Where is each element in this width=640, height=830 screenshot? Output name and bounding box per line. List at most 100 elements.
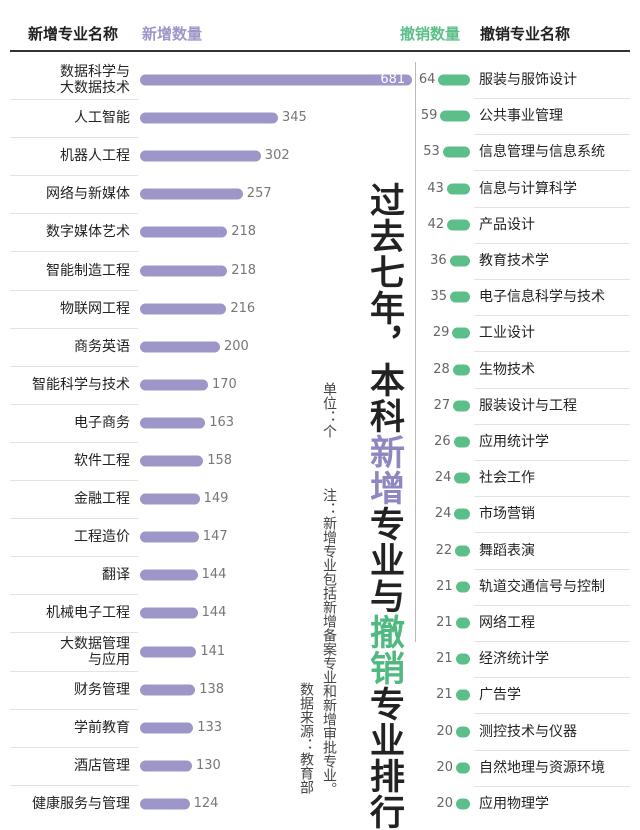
title: 过去七年，本科新增专业与撤销专业排行 bbox=[362, 182, 406, 830]
category-label: 广告学 bbox=[479, 687, 521, 704]
row-separator bbox=[474, 423, 630, 425]
value-label: 20 bbox=[436, 723, 453, 739]
row-separator bbox=[474, 279, 630, 280]
bar bbox=[452, 327, 470, 339]
category-label: 经济统计学 bbox=[479, 651, 549, 668]
row-separator bbox=[474, 315, 630, 317]
category-label: 信息与计算科学 bbox=[479, 180, 577, 197]
note: 注：新增专业包括新增备案专业和新增审批专业。 bbox=[321, 488, 337, 796]
category-label: 应用统计学 bbox=[479, 434, 549, 450]
title-part: 专业与 bbox=[364, 506, 404, 614]
value-label: 200 bbox=[224, 338, 249, 354]
value-label: 149 bbox=[203, 491, 229, 507]
value-label: 21 bbox=[436, 687, 453, 703]
bar bbox=[140, 607, 198, 619]
right-legend: 撤销数量 bbox=[400, 25, 461, 43]
category-label: 生物技术 bbox=[479, 361, 535, 378]
row-separator bbox=[10, 175, 138, 177]
bar bbox=[453, 436, 470, 448]
bar bbox=[455, 617, 470, 629]
row-separator bbox=[10, 594, 138, 596]
category-label: 数字媒体艺术 bbox=[46, 224, 130, 241]
bar bbox=[140, 150, 261, 162]
source: 数据来源：教育部 bbox=[298, 682, 314, 794]
row-separator bbox=[10, 289, 138, 291]
category-label: 服装设计与工程 bbox=[479, 397, 577, 414]
value-label: 53 bbox=[423, 144, 440, 160]
value-label: 24 bbox=[434, 470, 452, 486]
category-label: 学前教育 bbox=[74, 719, 130, 736]
category-label: 数据科学与 大数据技术 bbox=[60, 64, 130, 96]
category-label: 社会工作 bbox=[479, 470, 535, 487]
bar bbox=[438, 74, 470, 86]
row-separator bbox=[474, 460, 630, 461]
title-part: 撤销 bbox=[364, 614, 404, 686]
bar bbox=[452, 364, 470, 376]
row-separator bbox=[474, 206, 630, 208]
bar bbox=[140, 265, 228, 276]
row-separator bbox=[10, 441, 138, 443]
value-label: 43 bbox=[427, 180, 444, 196]
unit: 单位：个 bbox=[321, 382, 337, 438]
value-label: 147 bbox=[202, 529, 228, 545]
category-label: 财务管理 bbox=[74, 681, 130, 698]
value-label: 144 bbox=[201, 605, 227, 621]
bar bbox=[454, 472, 470, 484]
value-label: 28 bbox=[433, 361, 450, 377]
category-label: 工程造价 bbox=[74, 529, 130, 546]
category-label: 机器人工程 bbox=[60, 148, 130, 165]
category-label: 金融工程 bbox=[74, 491, 130, 508]
bar bbox=[456, 726, 470, 738]
value-label: 144 bbox=[201, 567, 227, 583]
bar bbox=[140, 798, 190, 810]
row-separator bbox=[474, 170, 630, 172]
category-label: 测控技术与仪器 bbox=[479, 723, 577, 740]
row-separator bbox=[10, 556, 138, 558]
right-header: 撤销专业名称 bbox=[480, 25, 571, 43]
bar bbox=[140, 722, 194, 734]
category-label: 公共事业管理 bbox=[479, 108, 563, 125]
row-separator bbox=[474, 568, 630, 570]
value-label: 21 bbox=[436, 651, 453, 667]
bar bbox=[447, 219, 470, 231]
value-label: 141 bbox=[200, 643, 226, 659]
row-separator bbox=[474, 98, 630, 99]
bar bbox=[453, 400, 470, 412]
row-separator bbox=[10, 632, 138, 634]
category-label: 工业设计 bbox=[479, 325, 535, 342]
category-label: 大数据管理 与应用 bbox=[60, 635, 130, 668]
value-label: 302 bbox=[264, 148, 290, 164]
value-label: 218 bbox=[231, 224, 257, 240]
value-label: 345 bbox=[282, 110, 307, 126]
category-label: 产品设计 bbox=[479, 216, 535, 233]
bar bbox=[140, 493, 200, 505]
bar bbox=[140, 531, 199, 543]
value-label: 138 bbox=[199, 681, 225, 697]
bar bbox=[455, 545, 470, 557]
category-label: 酒店管理 bbox=[74, 757, 130, 774]
category-label: 机械电子工程 bbox=[46, 605, 130, 622]
bar bbox=[449, 255, 470, 267]
bar bbox=[140, 226, 228, 238]
row-separator bbox=[474, 134, 630, 136]
value-label: 26 bbox=[434, 434, 451, 449]
value-label: 22 bbox=[435, 542, 453, 558]
bar bbox=[140, 112, 278, 124]
bar bbox=[450, 291, 470, 303]
value-label: 130 bbox=[196, 757, 221, 773]
value-label: 21 bbox=[436, 578, 453, 594]
value-label: 163 bbox=[209, 414, 235, 430]
row-separator bbox=[10, 251, 138, 253]
category-label: 商务英语 bbox=[74, 338, 130, 355]
row-separator bbox=[474, 496, 630, 498]
category-label: 轨道交通信号与控制 bbox=[479, 578, 605, 595]
row-separator bbox=[474, 532, 630, 534]
category-label: 软件工程 bbox=[74, 453, 130, 469]
category-label: 电子信息科学与技术 bbox=[479, 289, 605, 306]
row-separator bbox=[10, 518, 138, 520]
row-separator bbox=[474, 242, 630, 244]
row-separator bbox=[10, 137, 138, 139]
category-label: 健康服务与管理 bbox=[32, 795, 130, 812]
bar bbox=[140, 303, 227, 315]
bar bbox=[140, 417, 206, 429]
